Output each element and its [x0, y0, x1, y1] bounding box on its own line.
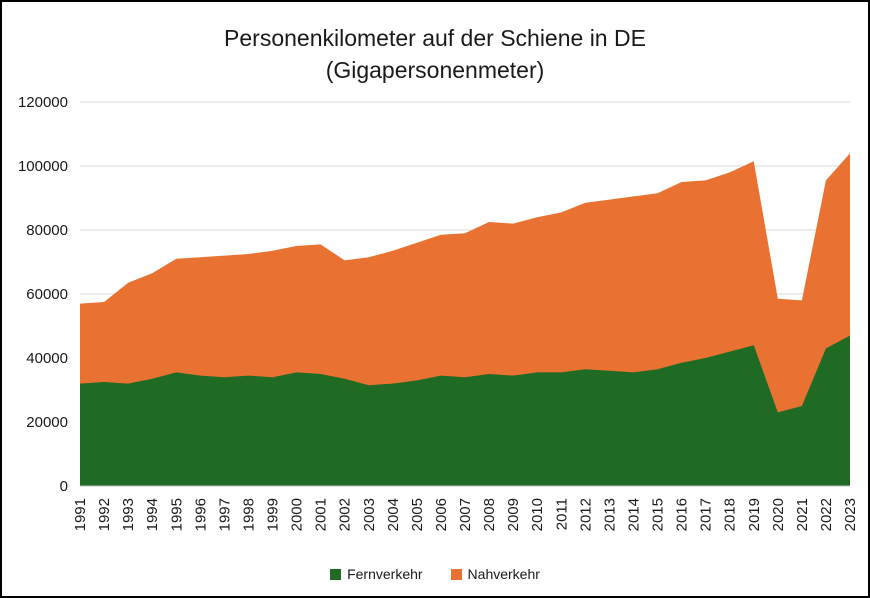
- x-tick-label: 1998: [240, 498, 257, 531]
- chart-title-line2: (Gigapersonenmeter): [325, 57, 545, 83]
- x-tick-label: 2014: [625, 498, 642, 531]
- y-tick-label: 120000: [18, 94, 68, 111]
- x-tick-label: 2019: [746, 498, 763, 531]
- area-fernverkehr: [80, 335, 850, 486]
- y-tick-label: 40000: [26, 350, 68, 367]
- x-tick-label: 2021: [794, 498, 811, 531]
- x-tick-label: 2006: [433, 498, 450, 531]
- x-tick-label: 1999: [265, 498, 282, 531]
- x-tick-label: 1994: [144, 498, 161, 531]
- y-tick-label: 20000: [26, 414, 68, 431]
- x-tick-label: 2001: [313, 498, 330, 531]
- legend-swatch-nahverkehr-icon: [450, 568, 462, 580]
- x-tick-label: 2018: [722, 498, 739, 531]
- x-tick-label: 1992: [96, 498, 113, 531]
- x-tick-label: 1997: [216, 498, 233, 531]
- x-tick-label: 2015: [650, 498, 667, 531]
- x-tick-label: 2002: [337, 498, 354, 531]
- x-tick-label: 2012: [577, 498, 594, 531]
- y-tick-label: 0: [60, 478, 68, 495]
- x-tick-label: 2013: [601, 498, 618, 531]
- legend-item-fernverkehr: Fernverkehr: [330, 566, 423, 582]
- x-tick-label: 2010: [529, 498, 546, 531]
- x-tick-label: 2003: [361, 498, 378, 531]
- x-tick-label: 2009: [505, 498, 522, 531]
- x-tick-label: 2016: [674, 498, 691, 531]
- x-tick-label: 2022: [818, 498, 835, 531]
- x-tick-label: 1993: [120, 498, 137, 531]
- x-tick-label: 1996: [192, 498, 209, 531]
- chart-legend: Fernverkehr Nahverkehr: [2, 566, 868, 582]
- x-tick-label: 2020: [770, 498, 787, 531]
- x-tick-label: 2005: [409, 498, 426, 531]
- chart-title-line1: Personenkilometer auf der Schiene in DE: [224, 25, 646, 51]
- x-tick-label: 2008: [481, 498, 498, 531]
- x-tick-label: 1991: [72, 498, 89, 531]
- legend-swatch-fernverkehr-icon: [330, 568, 342, 580]
- x-tick-label: 2023: [842, 498, 859, 531]
- legend-label: Nahverkehr: [467, 566, 540, 582]
- x-tick-label: 2000: [289, 498, 306, 531]
- x-tick-label: 2004: [385, 498, 402, 531]
- y-tick-label: 80000: [26, 222, 68, 239]
- legend-item-nahverkehr: Nahverkehr: [450, 566, 540, 582]
- x-tick-label: 2007: [457, 498, 474, 531]
- x-tick-label: 2017: [698, 498, 715, 531]
- legend-label: Fernverkehr: [347, 566, 423, 582]
- y-tick-label: 100000: [18, 158, 68, 175]
- x-tick-label: 1995: [168, 498, 185, 531]
- y-tick-label: 60000: [26, 286, 68, 303]
- x-tick-label: 2011: [553, 498, 570, 530]
- chart-title: Personenkilometer auf der Schiene in DE …: [2, 22, 868, 86]
